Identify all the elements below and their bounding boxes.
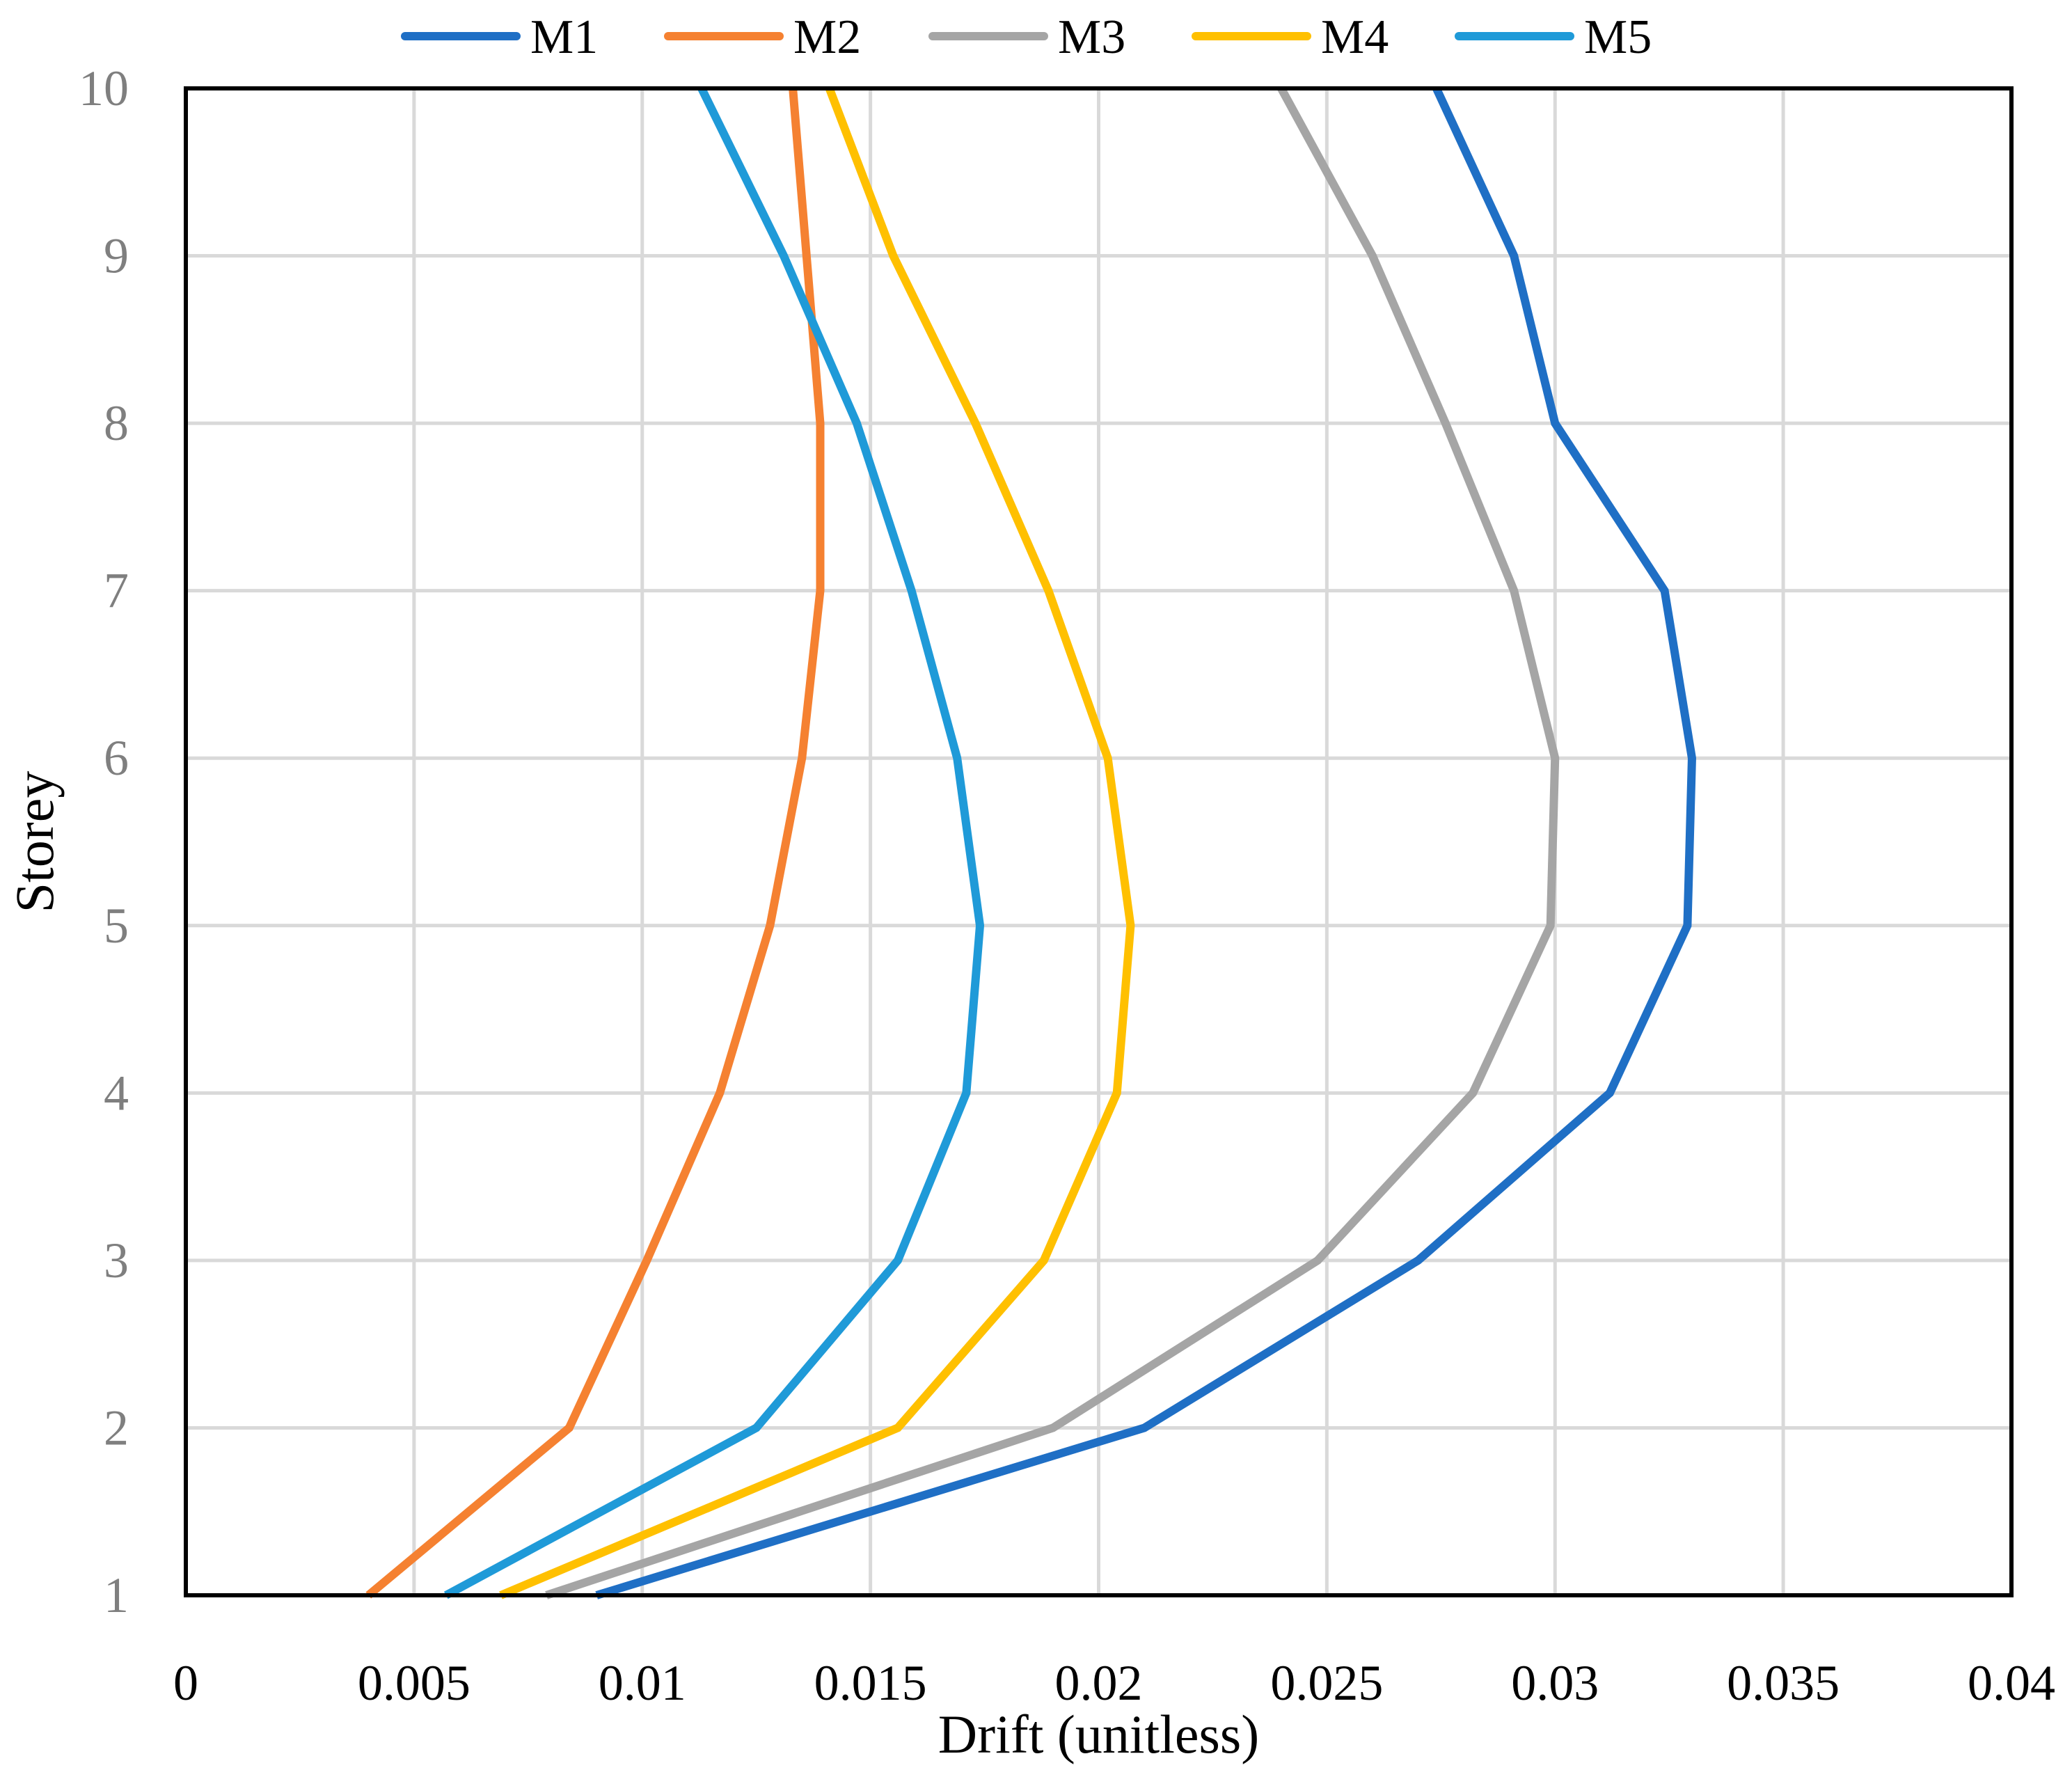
x-axis-title: Drift (unitless) (938, 1704, 1259, 1764)
x-axis-tick-labels: 0 0.005 0.01 0.015 0.02 0.025 0.03 0.035 0.04 (173, 1655, 2055, 1711)
plot-area-border (184, 86, 2014, 1597)
x-tick-label: 0.04 (1968, 1655, 2055, 1711)
legend-label-m4: M4 (1321, 10, 1389, 64)
y-tick-label: 3 (104, 1233, 129, 1288)
legend: M1 M2 M3 M4 M5 (401, 10, 1652, 64)
series-line-m2 (365, 88, 825, 1599)
y-axis-tick-labels: 1 2 3 4 5 6 7 8 9 10 (79, 61, 129, 1623)
legend-label-m5: M5 (1584, 10, 1652, 64)
legend-label-m3: M3 (1058, 10, 1125, 64)
legend-label-m1: M1 (530, 10, 598, 64)
x-tick-label: 0.025 (1270, 1655, 1383, 1711)
y-tick-label: 6 (104, 730, 129, 786)
x-tick-label: 0.02 (1055, 1655, 1143, 1711)
series-line-m1 (595, 86, 1696, 1599)
x-tick-label: 0.01 (599, 1655, 686, 1711)
y-tick-label: 2 (104, 1400, 129, 1455)
series-line-m3 (545, 86, 1560, 1599)
y-axis-title: Storey (4, 771, 65, 913)
x-tick-label: 0.005 (358, 1655, 470, 1711)
series-line-m5 (443, 86, 985, 1599)
y-tick-label: 7 (104, 563, 129, 619)
x-tick-label: 0.015 (814, 1655, 927, 1711)
y-tick-label: 10 (79, 61, 129, 116)
y-tick-label: 1 (104, 1567, 129, 1623)
x-tick-label: 0.03 (1511, 1655, 1599, 1711)
x-tick-label: 0.035 (1727, 1655, 1840, 1711)
y-tick-label: 5 (104, 898, 129, 954)
y-tick-label: 9 (104, 228, 129, 284)
x-tick-label: 0 (173, 1655, 198, 1711)
y-tick-label: 4 (104, 1065, 129, 1121)
gridlines (184, 86, 2014, 1597)
series-line-m4 (499, 86, 1135, 1599)
series-lines (365, 86, 1696, 1599)
legend-label-m2: M2 (793, 10, 861, 64)
y-tick-label: 8 (104, 395, 129, 451)
